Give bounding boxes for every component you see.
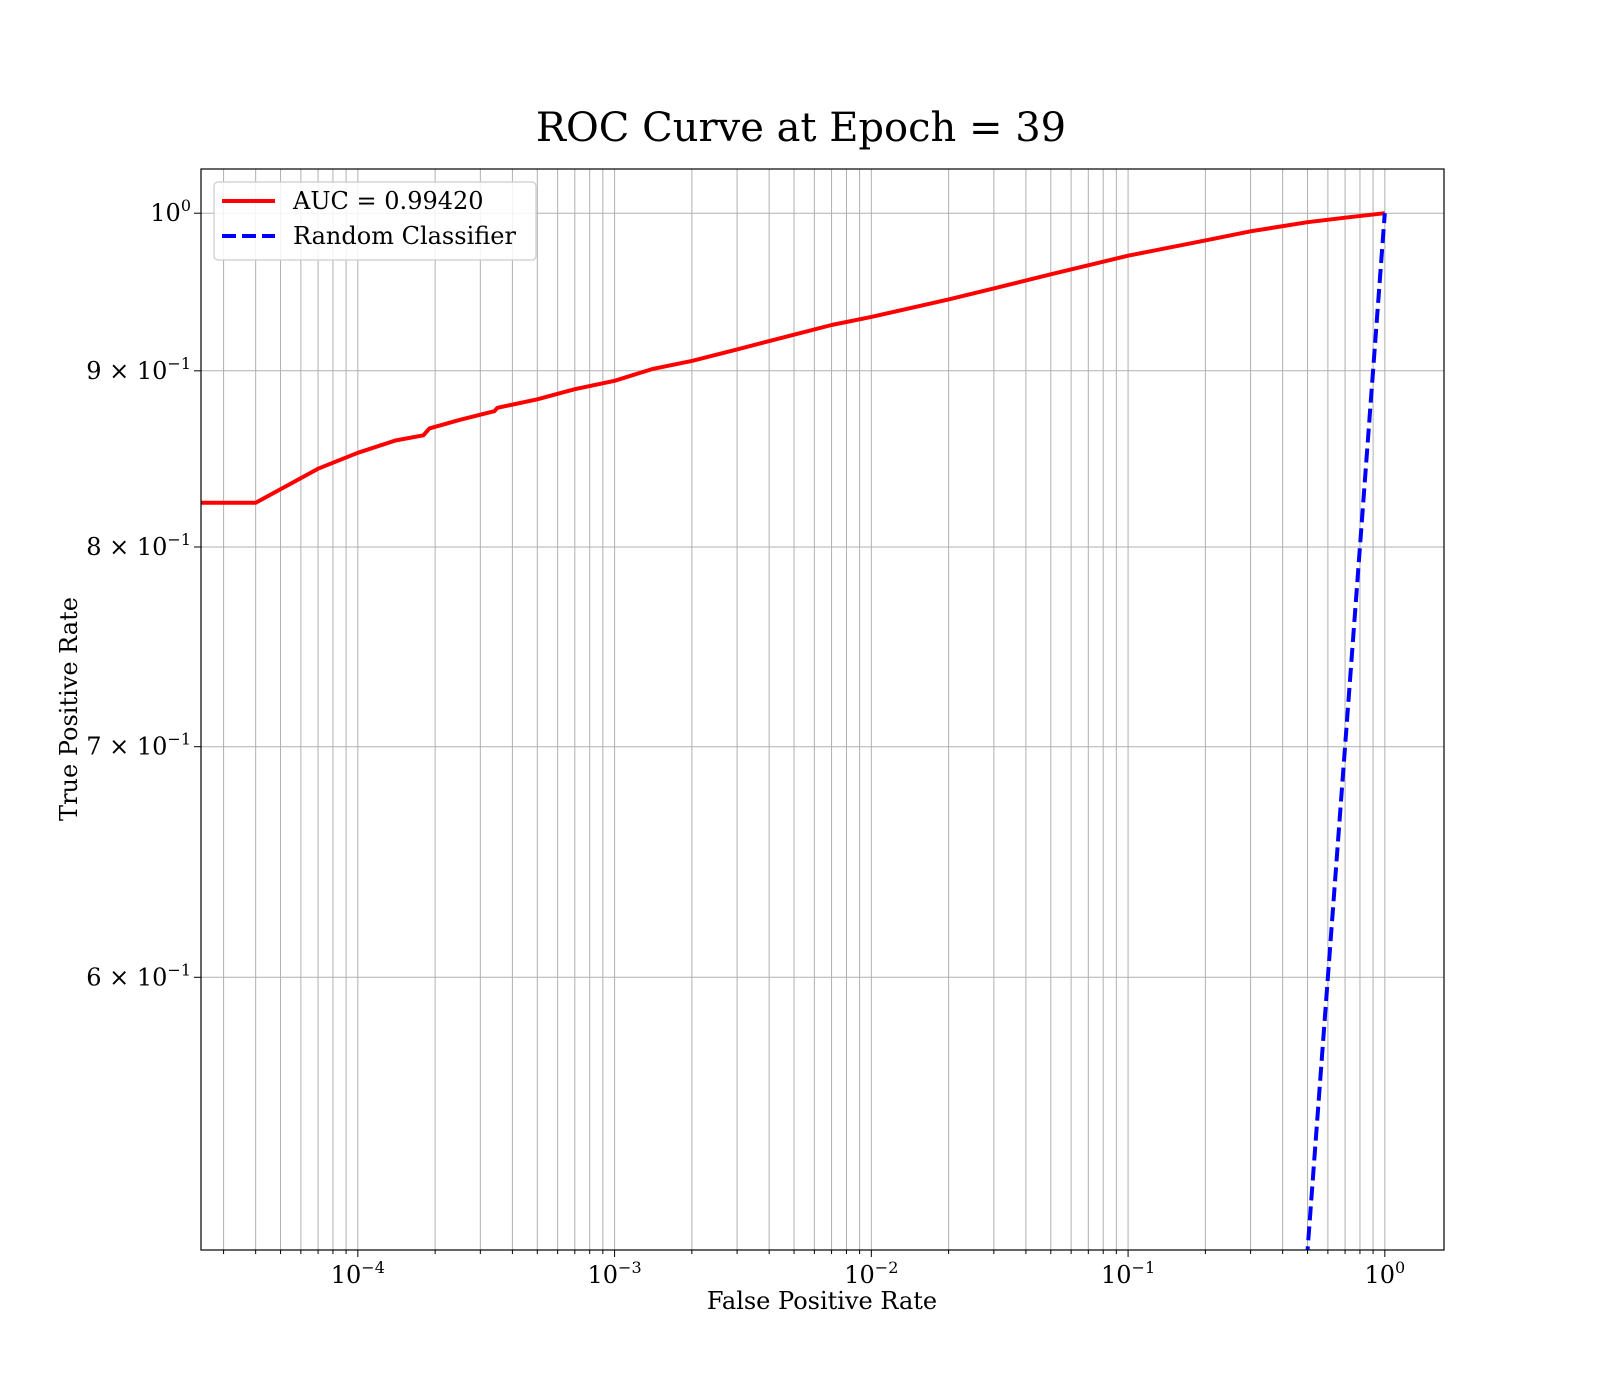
x-tick-label: 10−4 (331, 1258, 385, 1289)
legend: AUC = 0.99420 Random Classifier (213, 181, 537, 261)
x-tick-label: 10−1 (1101, 1258, 1155, 1289)
legend-box (213, 181, 537, 261)
series-layer (201, 211, 1387, 1250)
x-tick-label: 100 (1364, 1258, 1405, 1289)
y-tick-label: 9 × 10−1 (86, 354, 191, 385)
x-tick-label: 10−3 (588, 1258, 642, 1289)
y-tick-label: 7 × 10−1 (86, 730, 191, 761)
x-axis-label: False Positive Rate (707, 1287, 937, 1315)
y-axis-label: True Positive Rate (55, 597, 83, 821)
legend-label-random: Random Classifier (293, 222, 516, 250)
y-tick-label: 6 × 10−1 (86, 960, 191, 991)
x-tick-label: 10−2 (844, 1258, 898, 1289)
y-tick-label: 8 × 10−1 (86, 530, 191, 561)
plot-frame (200, 168, 1445, 1251)
tick-marks (194, 212, 1386, 1257)
legend-label-auc: AUC = 0.99420 (292, 187, 484, 215)
tick-labels: 10−4 10−3 10−2 10−1 100 100 9 × 10−1 8 × 10−1 7 … (86, 196, 1405, 1289)
chart-title: ROC Curve at Epoch = 39 (536, 105, 1066, 151)
series-line-auc (201, 211, 1386, 505)
series-line-random-classifier (1305, 213, 1387, 1250)
grid-lines (201, 169, 1444, 1250)
y-tick-label: 100 (150, 196, 191, 227)
